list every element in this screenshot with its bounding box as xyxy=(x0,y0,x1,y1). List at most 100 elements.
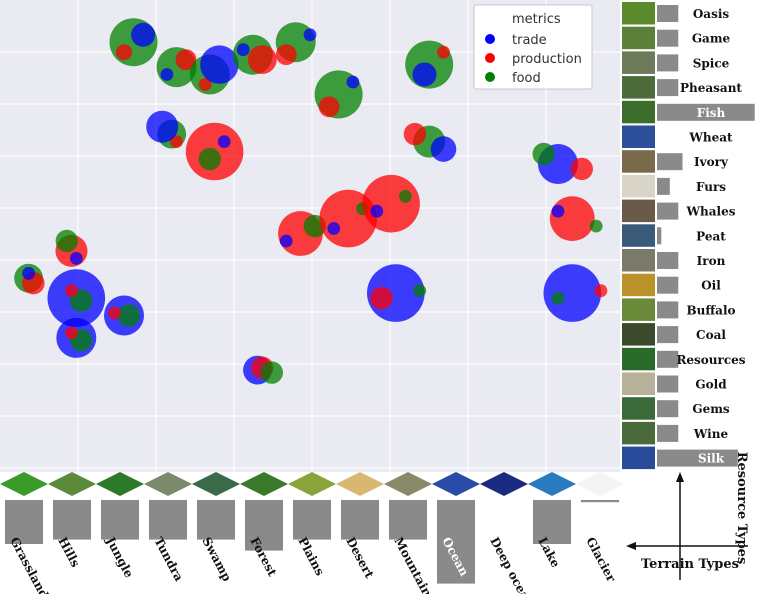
resource-tile-ivory xyxy=(622,150,655,173)
terrain-tile-desert xyxy=(336,472,384,496)
legend-production-marker xyxy=(485,53,495,63)
legend-trade-label: trade xyxy=(512,33,547,48)
bubble-production xyxy=(370,286,393,310)
terrain-tile-swamp xyxy=(192,472,240,496)
bubbles-layer xyxy=(14,18,608,385)
bubble-trade xyxy=(543,264,602,322)
bubble-food xyxy=(551,291,565,305)
resource-label-pheasant: Pheasant xyxy=(680,81,742,95)
bubble-trade xyxy=(303,28,317,42)
resource-bar-iron xyxy=(657,252,679,269)
terrain-bar-ocean xyxy=(437,500,475,584)
bubble-production xyxy=(549,196,595,242)
axis-key-left-arrow xyxy=(626,542,636,550)
bubble-trade xyxy=(430,136,457,162)
terrain-label-jungle: Jungle xyxy=(103,534,137,580)
resource-bar-coal xyxy=(657,326,679,344)
resource-tile-wine xyxy=(622,421,655,445)
resource-label-iron: Iron xyxy=(697,254,726,268)
bubble-production xyxy=(247,45,277,74)
terrain-row: Grassland Hills Jungle Tundra Swamp Forest Pla… xyxy=(0,472,624,598)
bubble-trade xyxy=(327,222,341,235)
bubble-production xyxy=(362,174,420,233)
resource-tile-gold xyxy=(622,372,655,395)
resource-tile-furs xyxy=(622,174,655,198)
x-axis-caption: Terrain Types xyxy=(641,557,739,572)
resource-tile-peat xyxy=(622,224,655,247)
bubble-food xyxy=(117,304,140,327)
legend: metrics trade production food xyxy=(473,4,593,90)
legend-production-label: production xyxy=(512,52,582,67)
bubble-production xyxy=(108,306,121,320)
resource-tile-coal xyxy=(622,323,655,346)
bubble-food xyxy=(532,142,555,166)
bubble-food xyxy=(589,219,603,233)
bubble-production xyxy=(65,284,78,298)
resource-label-gold: Gold xyxy=(695,378,727,392)
resource-column: Oasis Game Spice Pheasant Fish Wheat Ivory Furs… xyxy=(622,2,755,470)
terrain-bar-grassland xyxy=(5,500,43,544)
bubble-production xyxy=(175,49,197,70)
bubble-food xyxy=(413,284,427,298)
resource-tile-pheasant xyxy=(622,76,655,99)
resource-label-oasis: Oasis xyxy=(693,7,730,21)
resource-label-whales: Whales xyxy=(686,205,736,219)
terrain-tile-lake xyxy=(528,472,576,496)
resource-tile-iron xyxy=(622,249,655,272)
terrain-tile-ocean xyxy=(432,472,480,496)
terrain-tile-deep-ocean xyxy=(480,472,528,496)
terrain-label-swamp: Swamp xyxy=(199,535,234,584)
bubble-trade xyxy=(146,110,179,143)
bubble-trade xyxy=(217,135,231,149)
resource-label-buffalo: Buffalo xyxy=(686,303,735,317)
terrain-tile-mountains xyxy=(384,472,432,496)
bubble-trade xyxy=(131,22,156,47)
terrain-tile-forest xyxy=(240,472,288,496)
resource-bar-peat xyxy=(657,227,662,245)
bubble-production xyxy=(318,96,340,118)
resource-tile-oasis xyxy=(622,2,655,25)
bubble-production xyxy=(403,122,427,146)
resource-tile-silk xyxy=(622,446,655,470)
resource-bar-spice xyxy=(657,54,679,72)
bubble-production xyxy=(275,44,297,66)
bubble-production xyxy=(65,326,78,340)
terrain-label-hills: Hills xyxy=(55,535,82,570)
axis-key: Resource Types Terrain Types xyxy=(626,452,749,580)
bubble-food xyxy=(260,361,283,384)
resource-label-wheat: Wheat xyxy=(688,131,733,145)
bubble-production xyxy=(594,284,608,298)
terrain-label-glacier: Glacier xyxy=(583,535,618,585)
resource-label-furs: Furs xyxy=(696,180,726,194)
bubble-trade xyxy=(22,266,35,280)
terrain-tile-plains xyxy=(288,472,336,496)
terrain-tile-jungle xyxy=(96,472,144,496)
bubble-production xyxy=(116,44,132,61)
legend-box xyxy=(473,4,593,90)
bubble-trade xyxy=(370,204,384,218)
bubble-food xyxy=(198,147,221,171)
resource-tile-whales xyxy=(622,199,655,223)
resource-bar-whales xyxy=(657,202,679,220)
bubble-trade xyxy=(69,252,83,265)
gridlines xyxy=(0,0,620,472)
resource-bar-oasis xyxy=(657,5,679,22)
resource-tile-oil xyxy=(622,273,655,297)
resource-label-gems: Gems xyxy=(692,402,730,416)
legend-trade-marker xyxy=(485,34,495,44)
terrain-bar-jungle xyxy=(101,500,139,540)
axis-key-up-arrow xyxy=(676,472,684,482)
bubble-trade xyxy=(551,204,565,218)
resource-label-coal: Coal xyxy=(696,328,726,342)
terrain-label-mountains: Mountains xyxy=(391,535,437,594)
terrain-bar-tundra xyxy=(149,500,187,540)
resource-bar-wine xyxy=(657,424,679,442)
resource-tile-spice xyxy=(622,51,655,74)
resource-bar-fish xyxy=(657,103,755,121)
resource-bar-gold xyxy=(657,375,679,393)
bubble-trade xyxy=(200,45,239,84)
resource-bar-game xyxy=(657,29,679,47)
resource-tile-game xyxy=(622,26,655,50)
legend-food-marker xyxy=(485,72,495,82)
